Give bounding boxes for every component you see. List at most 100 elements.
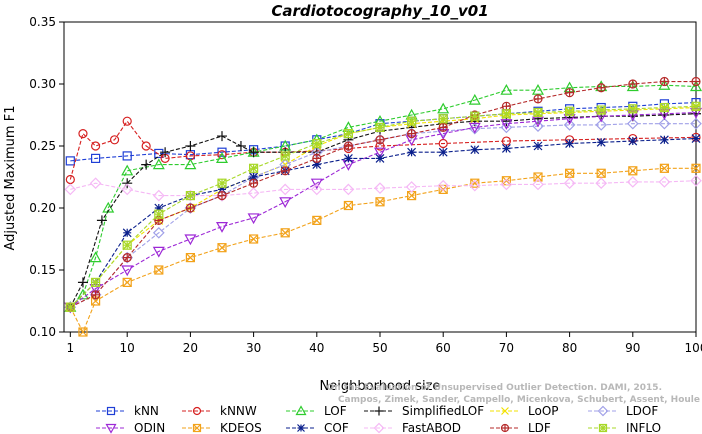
legend-label: KDEOS <box>220 421 262 434</box>
legend-label: ODIN <box>134 421 165 434</box>
data-point-marker <box>217 243 227 253</box>
data-point-marker <box>597 83 606 92</box>
data-point-marker <box>217 178 227 188</box>
data-point-marker <box>691 163 701 173</box>
y-tick-label: 0.20 <box>29 201 56 215</box>
data-point-marker <box>65 156 75 166</box>
data-point-marker <box>78 327 88 337</box>
data-point-marker <box>375 153 385 163</box>
data-point-marker <box>470 178 480 188</box>
data-point-marker <box>501 424 509 432</box>
data-point-marker <box>531 83 545 95</box>
legend-label: LDOF <box>626 404 658 418</box>
data-point-marker <box>438 184 448 194</box>
data-point-marker <box>375 197 385 207</box>
legend-item-lof: LOF <box>286 404 347 418</box>
data-point-marker <box>215 222 229 233</box>
data-point-marker <box>280 151 290 161</box>
data-point-marker <box>626 176 639 188</box>
data-point-marker <box>218 191 226 200</box>
data-point-marker <box>564 168 575 178</box>
data-point-marker <box>468 179 481 192</box>
y-tick-label: 0.10 <box>29 325 56 339</box>
data-point-marker <box>185 141 196 151</box>
y-axis-label: Adjusted Maximum F1 <box>3 106 18 251</box>
legend-item-simplifiedlof: SimplifiedLOF <box>364 404 484 418</box>
data-point-marker <box>468 93 481 105</box>
series-layer <box>64 76 702 337</box>
data-point-marker <box>595 177 608 190</box>
legend-item-ldf: LDF <box>490 421 551 434</box>
x-tick-label: 80 <box>562 341 577 355</box>
y-tick-label: 0.15 <box>29 263 56 277</box>
data-point-marker <box>192 423 202 433</box>
data-point-marker <box>152 189 165 202</box>
data-point-marker <box>76 288 89 300</box>
data-point-marker <box>596 105 606 115</box>
data-point-marker <box>280 228 290 238</box>
data-point-marker <box>193 424 201 432</box>
data-point-marker <box>217 147 227 157</box>
y-tick-label: 0.25 <box>29 139 56 153</box>
data-point-marker <box>660 77 669 86</box>
legend-label: LOF <box>324 404 347 418</box>
data-point-marker <box>500 121 513 134</box>
legend-item-inflo: INFLO <box>588 421 661 434</box>
y-tick-label: 0.30 <box>29 77 56 91</box>
data-point-marker <box>659 163 670 173</box>
data-point-marker <box>152 226 165 239</box>
data-point-marker <box>501 109 511 119</box>
data-point-marker <box>533 172 543 182</box>
data-point-marker <box>122 277 132 287</box>
data-point-marker <box>691 134 701 143</box>
series-line <box>69 120 697 180</box>
data-point-marker <box>658 176 671 188</box>
data-point-marker <box>437 179 450 192</box>
data-point-marker <box>154 265 164 275</box>
data-point-marker <box>295 405 307 416</box>
data-point-marker <box>184 158 197 170</box>
x-tick-label: 30 <box>246 341 261 355</box>
data-point-marker <box>247 187 260 199</box>
data-point-marker <box>658 117 671 130</box>
series-line <box>69 105 697 308</box>
data-point-marker <box>154 203 164 213</box>
legend-item-knnw: kNNW <box>182 404 257 418</box>
data-point-marker <box>373 422 385 434</box>
data-point-marker <box>597 405 609 417</box>
data-point-marker <box>280 228 290 238</box>
legend-item-kdeos: KDEOS <box>182 421 262 434</box>
data-point-marker <box>407 147 417 157</box>
data-point-marker <box>375 197 385 207</box>
x-tick-label: 20 <box>183 341 198 355</box>
data-point-marker <box>437 102 450 114</box>
data-point-marker <box>407 116 417 126</box>
x-tick-label: 10 <box>120 341 135 355</box>
data-point-marker <box>565 139 575 148</box>
data-point-marker <box>438 147 448 157</box>
data-point-marker <box>192 406 202 416</box>
data-point-marker <box>502 102 511 111</box>
data-point-marker <box>628 136 638 146</box>
data-point-marker <box>90 141 101 151</box>
series-line <box>69 107 697 308</box>
legend-label: COF <box>324 421 349 434</box>
data-point-marker <box>249 179 258 188</box>
data-point-marker <box>376 135 384 144</box>
legend-item-knn: kNN <box>96 404 159 418</box>
data-point-marker <box>691 163 701 173</box>
data-point-marker <box>565 106 575 116</box>
data-point-marker <box>689 80 702 92</box>
data-point-marker <box>533 172 543 182</box>
data-point-marker <box>249 234 259 244</box>
data-point-marker <box>375 122 385 132</box>
data-point-marker <box>310 178 323 190</box>
data-point-marker <box>563 177 576 190</box>
data-point-marker <box>500 83 513 95</box>
data-point-marker <box>407 191 417 201</box>
data-point-marker <box>154 209 164 219</box>
data-point-marker <box>77 277 88 288</box>
legend-label: LoOP <box>528 404 559 418</box>
data-point-marker <box>532 120 544 133</box>
